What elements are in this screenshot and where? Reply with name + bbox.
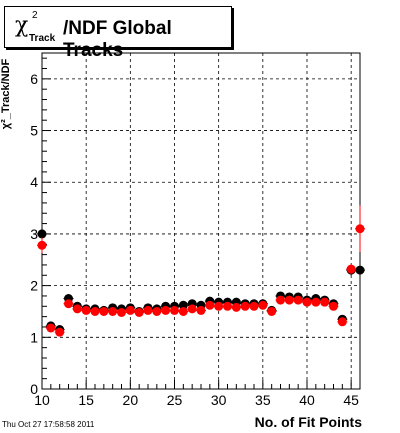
y-axis-label: χ²_Track/NDF — [0, 54, 14, 134]
red-data-point — [214, 301, 224, 311]
red-data-point — [258, 300, 268, 310]
red-data-point — [329, 301, 338, 311]
red-data-point — [284, 295, 294, 305]
red-data-point — [267, 306, 277, 316]
red-data-point — [108, 306, 118, 316]
red-data-point — [55, 327, 65, 337]
x-tick-label: 40 — [299, 392, 315, 408]
title-text: /NDF Global Tracks — [63, 18, 172, 61]
y-axis-label-text: χ²_Track/NDF — [0, 58, 12, 130]
red-data-point — [293, 295, 303, 305]
red-data-point — [64, 299, 73, 309]
red-data-point — [143, 305, 153, 315]
red-data-point — [134, 307, 144, 317]
y-tick-label: 6 — [30, 71, 38, 87]
red-data-point — [37, 240, 47, 250]
red-data-point — [346, 264, 356, 274]
y-tick-label: 2 — [30, 278, 38, 294]
red-data-point — [231, 302, 241, 312]
title-chi-symbol: χ — [15, 13, 29, 38]
x-tick-label: 15 — [78, 392, 94, 408]
red-data-point — [117, 307, 126, 317]
black-data-point — [37, 229, 47, 239]
y-tick-label: 4 — [30, 174, 38, 190]
black-data-point — [355, 265, 365, 275]
red-data-point — [152, 306, 162, 316]
red-data-point — [276, 295, 285, 305]
x-axis-label: No. of Fit Points — [254, 414, 362, 430]
red-data-point — [99, 306, 109, 316]
red-data-point — [320, 297, 330, 307]
x-tick-label: 10 — [34, 392, 50, 408]
title-subscript: Track — [29, 33, 56, 44]
x-tick-label: 25 — [167, 392, 183, 408]
red-data-point — [178, 306, 188, 316]
x-tick-label: 20 — [123, 392, 139, 408]
red-data-point — [249, 301, 259, 311]
red-data-point — [90, 306, 100, 316]
red-data-point — [46, 323, 56, 333]
red-data-point — [205, 300, 215, 310]
red-data-point — [72, 304, 82, 314]
red-data-point — [302, 297, 312, 307]
timestamp: Thu Oct 27 17:58:58 2011 — [2, 420, 95, 429]
red-data-point — [125, 305, 135, 315]
red-data-point — [81, 305, 91, 315]
red-data-point — [161, 305, 171, 315]
x-tick-label: 30 — [211, 392, 227, 408]
title-superscript: 2 — [32, 10, 38, 21]
red-data-point — [311, 297, 321, 307]
red-data-point — [170, 305, 179, 315]
x-tick-label: 45 — [343, 392, 359, 408]
y-tick-label: 0 — [30, 381, 38, 397]
red-data-point — [337, 317, 347, 327]
red-data-point — [196, 305, 206, 315]
red-data-point — [355, 224, 365, 234]
red-data-point — [223, 301, 232, 311]
chart-title: χ 2 Track /NDF Global Tracks — [4, 6, 232, 61]
y-tick-label: 5 — [30, 123, 38, 139]
plot-frame — [41, 52, 361, 390]
x-tick-label: 35 — [255, 392, 271, 408]
y-tick-label: 3 — [30, 226, 38, 242]
red-data-point — [187, 304, 197, 314]
black-data-point — [178, 300, 188, 310]
red-data-point — [240, 301, 250, 311]
y-tick-label: 1 — [30, 329, 38, 345]
